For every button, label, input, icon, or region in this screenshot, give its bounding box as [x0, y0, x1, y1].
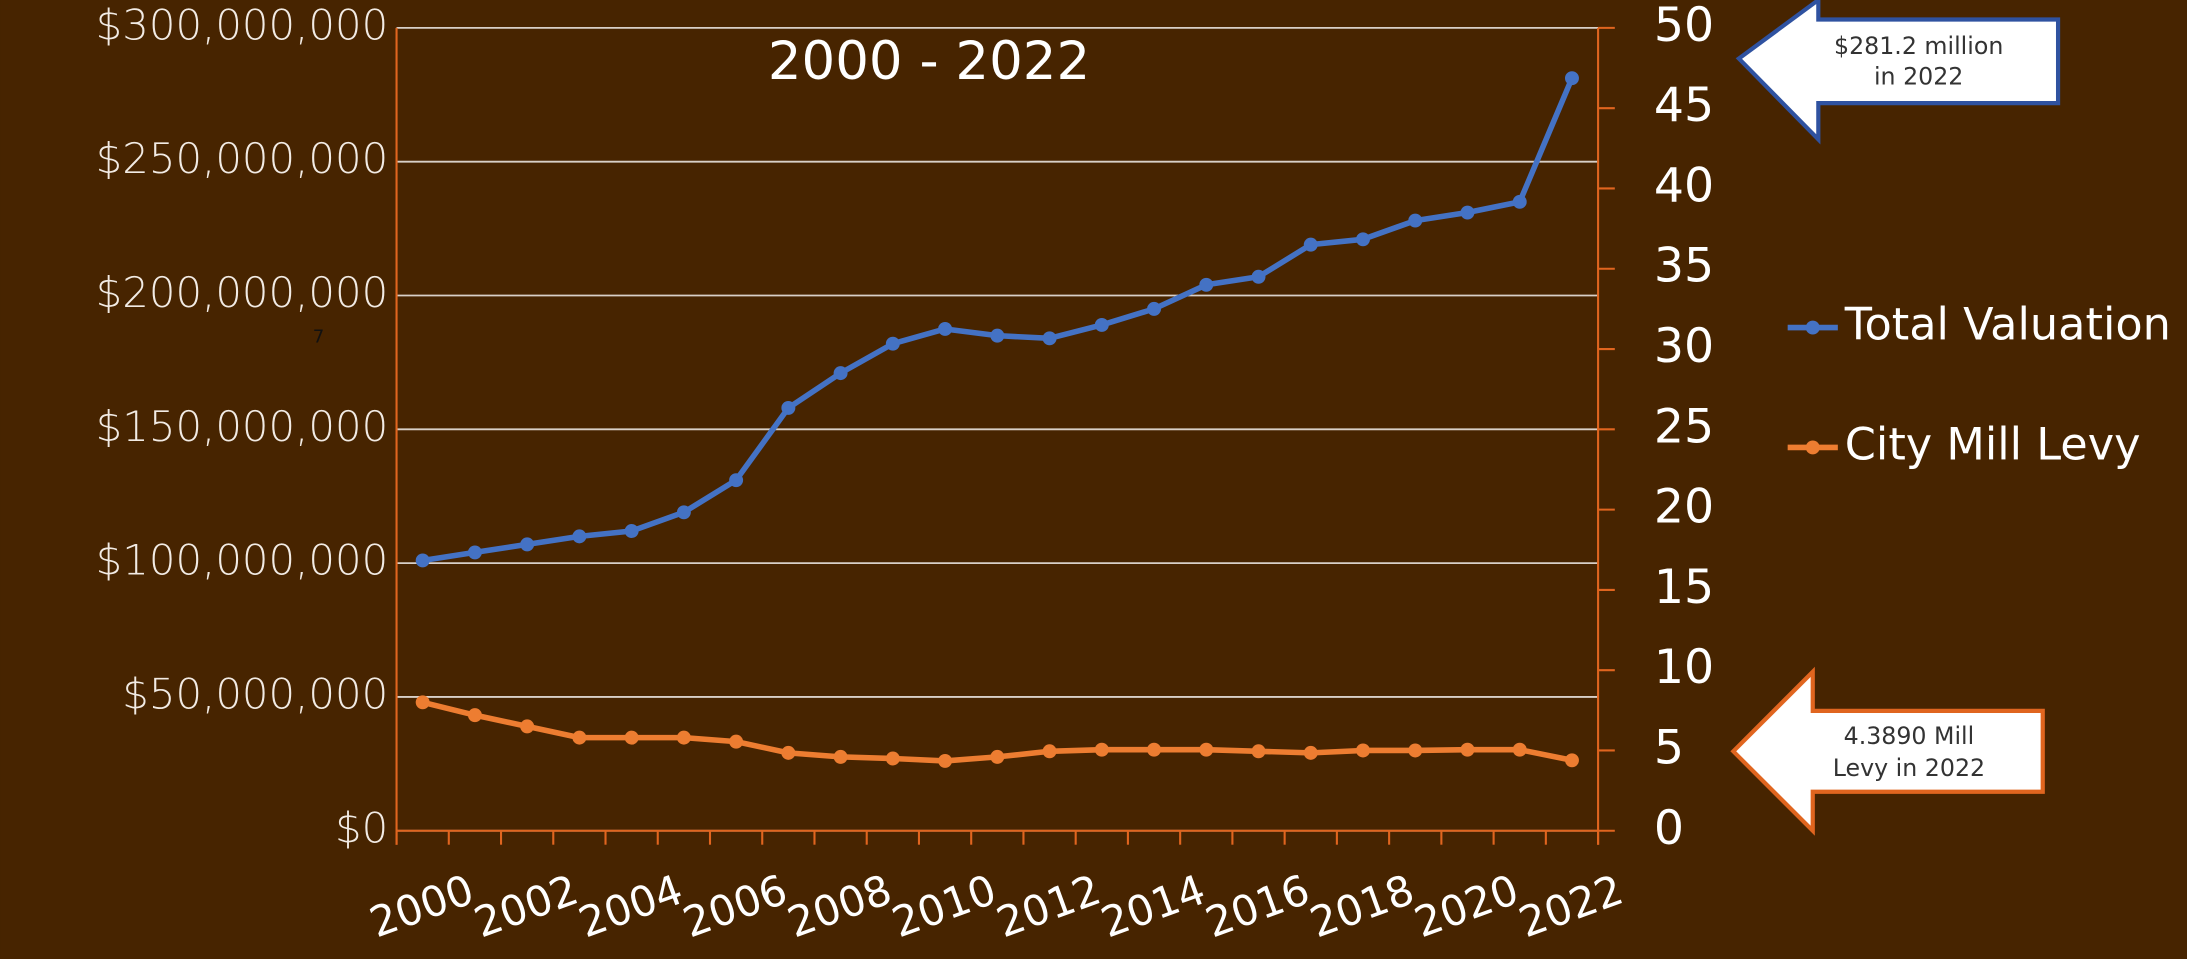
data-point	[1251, 744, 1266, 759]
y2-tick-label: 40	[1654, 158, 1714, 213]
data-point	[833, 366, 848, 381]
data-point	[1094, 317, 1109, 332]
y-tick-label: $200,000,000	[96, 268, 389, 317]
data-point	[1408, 743, 1423, 758]
y-tick-label: $250,000,000	[96, 134, 389, 183]
data-point	[1199, 742, 1214, 757]
data-point	[833, 749, 848, 764]
data-point	[467, 708, 482, 723]
data-point	[1512, 194, 1527, 209]
data-point	[624, 524, 639, 538]
legend-swatch	[1805, 440, 1820, 455]
data-point	[1303, 237, 1318, 252]
y2-tick-label: 45	[1654, 78, 1714, 133]
data-point	[885, 751, 900, 766]
data-point	[990, 749, 1005, 764]
data-point	[520, 719, 535, 734]
y-tick-label: $100,000,000	[96, 536, 389, 585]
data-point	[938, 321, 953, 336]
data-point	[729, 473, 744, 488]
data-point	[572, 730, 587, 745]
y-tick-label: $50,000,000	[122, 669, 388, 718]
data-point	[467, 545, 482, 560]
data-point	[729, 734, 744, 749]
data-point	[676, 730, 691, 745]
y2-tick-label: 0	[1654, 801, 1684, 856]
data-point	[1512, 742, 1527, 757]
data-point	[572, 529, 587, 544]
data-point	[1565, 753, 1579, 768]
data-point	[1042, 744, 1057, 759]
y2-tick-label: 25	[1654, 399, 1714, 454]
y-tick-label: $150,000,000	[96, 402, 389, 451]
data-point	[415, 553, 430, 568]
y-tick-label: $300,000,000	[96, 0, 389, 49]
annotation: 7	[313, 326, 325, 347]
y2-tick-label: 15	[1654, 560, 1714, 615]
data-point	[885, 336, 900, 351]
data-point	[415, 695, 430, 710]
data-point	[990, 328, 1005, 343]
annotation: Levy in 2022	[1833, 754, 1985, 782]
data-point	[520, 537, 535, 552]
data-point	[1147, 301, 1162, 316]
data-point	[1565, 71, 1579, 86]
chart-title: 2000 - 2022	[768, 31, 1090, 92]
data-point	[1460, 205, 1475, 220]
data-point	[676, 505, 691, 520]
data-point	[781, 745, 796, 760]
annotation: $281.2 million	[1834, 32, 2003, 60]
data-point	[1251, 269, 1266, 284]
data-point	[1042, 331, 1057, 346]
y2-tick-label: 50	[1654, 0, 1714, 53]
y2-tick-label: 10	[1654, 640, 1714, 695]
legend-swatch	[1805, 320, 1820, 335]
data-point	[781, 400, 796, 415]
legend-label: City Mill Levy	[1845, 418, 2141, 470]
data-point	[624, 730, 639, 745]
data-point	[1199, 277, 1214, 292]
y2-tick-label: 35	[1654, 239, 1714, 294]
data-point	[1356, 232, 1370, 247]
callout-arrow	[1735, 0, 2061, 145]
annotation: 4.3890 Mill	[1844, 722, 1975, 750]
legend-label: Total Valuation	[1844, 299, 2171, 351]
data-point	[1408, 213, 1423, 228]
y2-tick-label: 5	[1654, 720, 1684, 775]
y2-tick-label: 30	[1654, 319, 1714, 374]
data-point	[1147, 742, 1162, 757]
y2-tick-label: 20	[1654, 480, 1714, 535]
data-point	[1094, 742, 1109, 757]
data-point	[1356, 743, 1370, 758]
data-point	[1460, 742, 1475, 757]
data-point	[938, 753, 953, 768]
y-tick-label: $0	[335, 803, 388, 852]
callout-arrow	[1730, 666, 2045, 836]
annotation: in 2022	[1874, 63, 1963, 91]
data-point	[1303, 745, 1318, 760]
